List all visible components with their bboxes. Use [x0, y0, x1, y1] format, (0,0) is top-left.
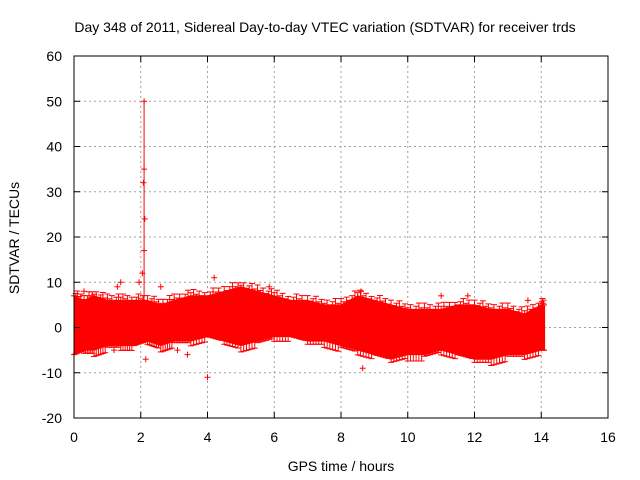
x-tick-label: 4	[204, 429, 212, 445]
grid-lines	[73, 55, 609, 419]
x-tick-label: 14	[533, 429, 549, 445]
y-tick-label: 30	[46, 184, 62, 200]
y-tick-label: 50	[46, 93, 62, 109]
x-tick-label: 0	[70, 429, 78, 445]
y-tick-label: 10	[46, 274, 62, 290]
y-tick-label: 20	[46, 229, 62, 245]
x-tick-label: 2	[137, 429, 145, 445]
x-axis-label: GPS time / hours	[288, 458, 395, 474]
y-axis-label: SDTVAR / TECUs	[6, 182, 22, 294]
x-tick-label: 6	[270, 429, 278, 445]
x-tick-label: 8	[337, 429, 345, 445]
y-tick-label: -20	[42, 410, 62, 426]
chart-title: Day 348 of 2011, Sidereal Day-to-day VTE…	[74, 19, 575, 35]
y-tick-label: 0	[54, 320, 62, 336]
y-tick-label: -10	[42, 365, 62, 381]
data-series	[71, 98, 548, 381]
x-tick-label: 16	[600, 429, 616, 445]
x-tick-label: 10	[400, 429, 416, 445]
y-tick-label: 60	[46, 48, 62, 64]
y-tick-label: 40	[46, 139, 62, 155]
x-tick-label: 12	[467, 429, 483, 445]
y-tick-labels: -20 -10 0 10 20 30 40 50 60	[42, 48, 62, 426]
x-tick-labels: 0 2 4 6 8 10 12 14 16	[70, 429, 616, 445]
tick-marks	[73, 55, 609, 419]
